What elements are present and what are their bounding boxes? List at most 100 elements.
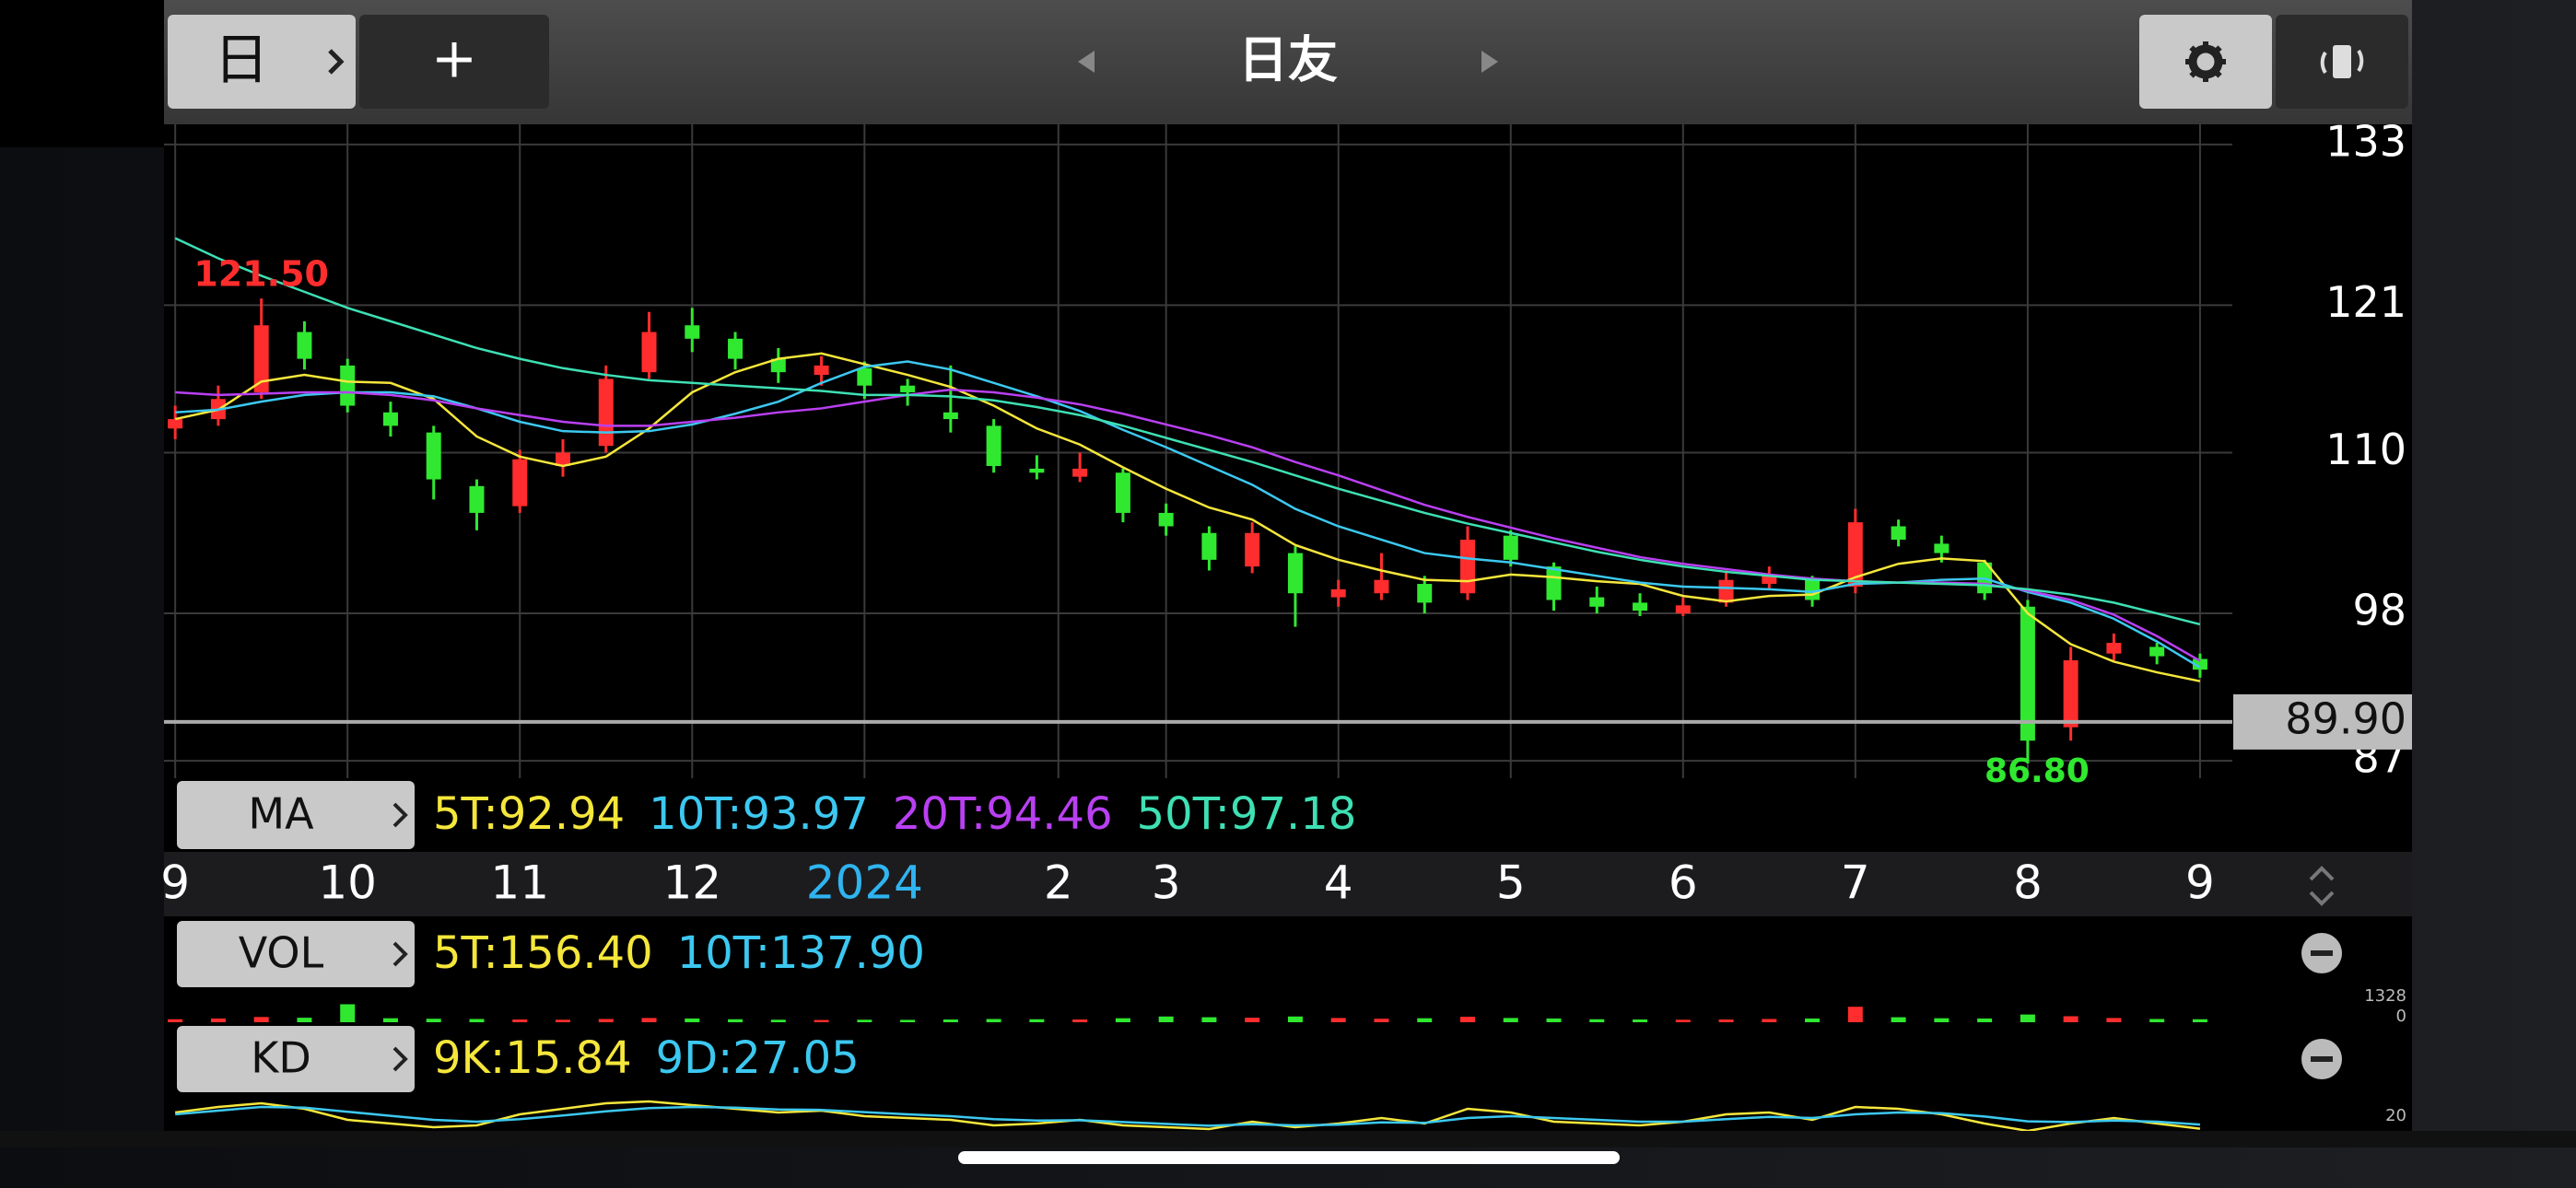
candle-body <box>1891 526 1906 541</box>
candle-body <box>1459 540 1475 594</box>
candle-body <box>556 452 571 467</box>
volume-bar <box>1675 1019 1691 1022</box>
volume-bar <box>1847 1007 1863 1022</box>
panel-cover <box>0 1131 2576 1147</box>
volume-bar <box>814 1019 829 1022</box>
volume-bar <box>253 1017 269 1022</box>
volume-bar <box>1158 1016 1174 1022</box>
volume-bar <box>1589 1019 1605 1022</box>
legend-entry: 5T:156.40 <box>433 927 653 979</box>
x-tick-label: 12 <box>662 856 721 910</box>
candle-body <box>1201 532 1217 560</box>
kd-line <box>174 1100 2201 1133</box>
kd-line <box>175 1105 2201 1127</box>
y-tick-label: 133 <box>2325 116 2406 166</box>
x-tick-label: 7 <box>1841 856 1870 910</box>
candle-body <box>900 385 916 392</box>
volume-bar <box>2106 1018 2122 1022</box>
volume-bar <box>1977 1018 1993 1022</box>
candle-body <box>1762 576 1777 585</box>
candle-body <box>641 332 657 373</box>
volume-bar <box>1934 1018 1950 1022</box>
candle-body <box>382 412 398 426</box>
candle-body <box>1503 535 1518 560</box>
volume-bar <box>900 1019 916 1022</box>
volume-bar <box>340 1004 356 1022</box>
volume-bar <box>1072 1019 1088 1022</box>
legend-entry: 20T:94.46 <box>893 788 1113 840</box>
candle-body <box>1417 584 1433 603</box>
volume-bar <box>1633 1019 1648 1022</box>
candle-body <box>2192 658 2207 670</box>
candle-body <box>1675 605 1691 614</box>
ma-line <box>174 237 2201 626</box>
volume-bar <box>2149 1019 2165 1022</box>
chevron <box>328 49 345 75</box>
volume-bar <box>1029 1019 1045 1022</box>
volume-bar <box>1718 1019 1734 1022</box>
low-label: 86.80 <box>1985 752 2090 790</box>
kd-button[interactable] <box>177 1026 415 1092</box>
x-tick-label: 9 <box>2185 856 2215 910</box>
y-tick-label: 0 <box>2396 1007 2406 1026</box>
period-button[interactable] <box>168 15 356 109</box>
candle-body <box>2020 606 2035 741</box>
x-tick-label: 2 <box>1044 856 1073 910</box>
next-arrow[interactable] <box>1481 51 1498 73</box>
volume-bar <box>469 1019 485 1022</box>
x-tick-label: 10 <box>318 856 377 910</box>
volume-bar <box>986 1019 1001 1022</box>
panel-button-label: KD <box>251 1033 311 1083</box>
ma-button[interactable] <box>177 781 415 849</box>
candle-body <box>943 412 958 420</box>
add-button[interactable] <box>359 15 549 109</box>
volume-bar <box>2192 1019 2207 1022</box>
y-tick-label: 121 <box>2325 277 2406 327</box>
vol-button[interactable] <box>177 921 415 987</box>
volume-bar <box>2020 1014 2035 1022</box>
last-price-box <box>2233 693 2412 750</box>
candle-body <box>253 325 269 392</box>
legend-entry: 9K:15.84 <box>433 1032 632 1084</box>
volume-bar <box>1503 1018 1518 1022</box>
title: 日友 <box>1238 31 1338 89</box>
volume-bar <box>770 1019 786 1022</box>
volume-bar <box>1762 1019 1777 1022</box>
volume-bar <box>382 1018 398 1022</box>
volume-bar <box>728 1019 744 1022</box>
volume-bar <box>556 1019 571 1022</box>
prev-arrow[interactable] <box>1078 51 1095 73</box>
rotate-icon <box>2320 45 2364 78</box>
legend-entry: 9D:27.05 <box>656 1032 860 1084</box>
x-tick-label: 4 <box>1324 856 1353 910</box>
volume-bar <box>1374 1019 1389 1022</box>
chevron <box>392 941 408 967</box>
chevron <box>392 802 408 828</box>
legend-entry: 50T:97.18 <box>1137 788 1357 840</box>
candle-body <box>598 379 614 447</box>
volume-bar <box>1245 1018 1260 1022</box>
volume-bar <box>1805 1018 1821 1022</box>
candle-body <box>2106 643 2122 654</box>
settings-button[interactable] <box>2139 15 2272 109</box>
volume-bar <box>2063 1016 2078 1022</box>
price-panel <box>164 124 2232 778</box>
candle-body <box>2063 659 2078 728</box>
candle-body <box>1330 588 1346 598</box>
volume-bar <box>641 1018 657 1022</box>
candle-body <box>1633 602 1648 611</box>
volume-bar <box>297 1018 312 1022</box>
x-tick-label: 2024 <box>806 856 923 910</box>
chevron <box>392 1046 408 1072</box>
corner <box>0 0 164 147</box>
candle-body <box>469 485 485 513</box>
y-tick-label: 1328 <box>2364 986 2406 1006</box>
resize-handle[interactable] <box>2309 866 2335 906</box>
high-label: 121.50 <box>193 254 329 295</box>
legend-entry: 10T:93.97 <box>649 788 869 840</box>
x-tick-label: 5 <box>1496 856 1526 910</box>
legend-entry: 10T:137.90 <box>677 927 925 979</box>
candle-body <box>2149 646 2165 657</box>
candle-body <box>1245 532 1260 567</box>
x-tick-label: 6 <box>1669 856 1698 910</box>
